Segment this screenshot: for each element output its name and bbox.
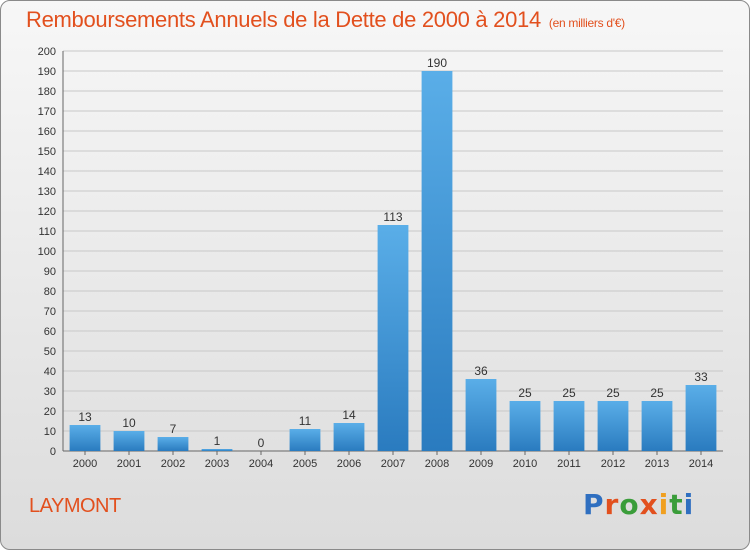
data-label: 10	[122, 416, 136, 430]
x-tick-label: 2008	[425, 458, 449, 470]
bar	[201, 449, 233, 451]
bar	[289, 429, 321, 451]
commune-name: LAYMONT	[29, 495, 121, 517]
data-label: 11	[299, 414, 312, 428]
x-tick-label: 2002	[161, 458, 185, 470]
logo-letter: o	[619, 488, 640, 521]
data-label: 0	[258, 436, 265, 450]
y-tick-label: 150	[38, 146, 56, 158]
logo-letter: t	[669, 488, 684, 521]
x-tick-label: 2006	[337, 458, 361, 470]
y-tick-label: 170	[38, 106, 56, 118]
x-tick-label: 2003	[205, 458, 229, 470]
bar	[509, 401, 541, 451]
bar	[465, 379, 497, 451]
y-tick-label: 20	[44, 406, 56, 418]
title-text: Remboursements Annuels de la Dette de 20…	[26, 7, 541, 32]
data-label: 7	[170, 422, 177, 436]
y-tick-label: 70	[44, 306, 56, 318]
y-tick-label: 160	[38, 126, 56, 138]
y-tick-label: 30	[44, 386, 56, 398]
y-tick-label: 10	[44, 426, 56, 438]
x-tick-labels: 2000 2001 2002 2003 2004 2005 2006 2007 2008 2009…	[73, 451, 713, 470]
data-label: 25	[650, 386, 664, 400]
data-label: 25	[606, 386, 620, 400]
y-tick-label: 50	[44, 346, 56, 358]
data-label: 190	[427, 56, 447, 70]
x-tick-label: 2004	[249, 458, 273, 470]
y-tick-label: 110	[38, 226, 56, 238]
data-label: 25	[562, 386, 576, 400]
data-label: 13	[78, 410, 92, 424]
y-tick-label: 140	[38, 166, 56, 178]
x-tick-label: 2012	[601, 458, 625, 470]
y-tick-label: 0	[50, 446, 56, 458]
y-tick-label: 60	[44, 326, 56, 338]
bar	[685, 385, 717, 451]
data-label: 113	[383, 210, 402, 224]
y-tick-label: 120	[38, 206, 56, 218]
x-tick-label: 2013	[645, 458, 669, 470]
data-label: 14	[342, 408, 356, 422]
x-tick-label: 2014	[689, 458, 713, 470]
y-tick-label: 100	[38, 246, 56, 258]
bar	[157, 437, 189, 451]
x-tick-label: 2005	[293, 458, 317, 470]
data-label: 25	[518, 386, 532, 400]
x-tick-label: 2011	[557, 458, 581, 470]
x-tick-label: 2001	[117, 458, 141, 470]
data-label: 1	[214, 434, 221, 448]
bar	[69, 425, 101, 451]
logo-letter: i	[658, 488, 670, 521]
x-tick-label: 2007	[381, 458, 405, 470]
proxiti-logo[interactable]: Proxiti	[583, 488, 694, 521]
y-tick-label: 40	[44, 366, 56, 378]
data-label: 33	[694, 370, 708, 384]
y-tick-label: 130	[38, 186, 56, 198]
bar	[377, 225, 409, 451]
y-tick-label: 180	[38, 86, 56, 98]
logo-letter: x	[639, 488, 659, 521]
y-tick-label: 90	[44, 266, 56, 278]
logo-letter: P	[583, 488, 605, 521]
y-tick-label: 200	[38, 46, 56, 58]
title-unit: (en milliers d'€)	[548, 16, 625, 30]
y-tick-label: 190	[38, 66, 56, 78]
bar	[553, 401, 585, 451]
x-tick-label: 2009	[469, 458, 493, 470]
x-tick-label: 2000	[73, 458, 97, 470]
data-label: 36	[474, 364, 488, 378]
bars	[69, 71, 717, 451]
bar	[333, 423, 365, 451]
chart-title: Remboursements Annuels de la Dette de 20…	[26, 7, 625, 33]
logo-letter: i	[683, 488, 695, 521]
y-tick-labels: 0 10 20 30 40 50 60 70 80 90 100 110 120 130 140 150 160…	[38, 46, 56, 458]
logo-letter: r	[604, 488, 620, 521]
bar	[641, 401, 673, 451]
x-tick-label: 2010	[513, 458, 537, 470]
bar	[421, 71, 453, 451]
bar	[113, 431, 145, 451]
y-tick-label: 80	[44, 286, 56, 298]
bar	[597, 401, 629, 451]
